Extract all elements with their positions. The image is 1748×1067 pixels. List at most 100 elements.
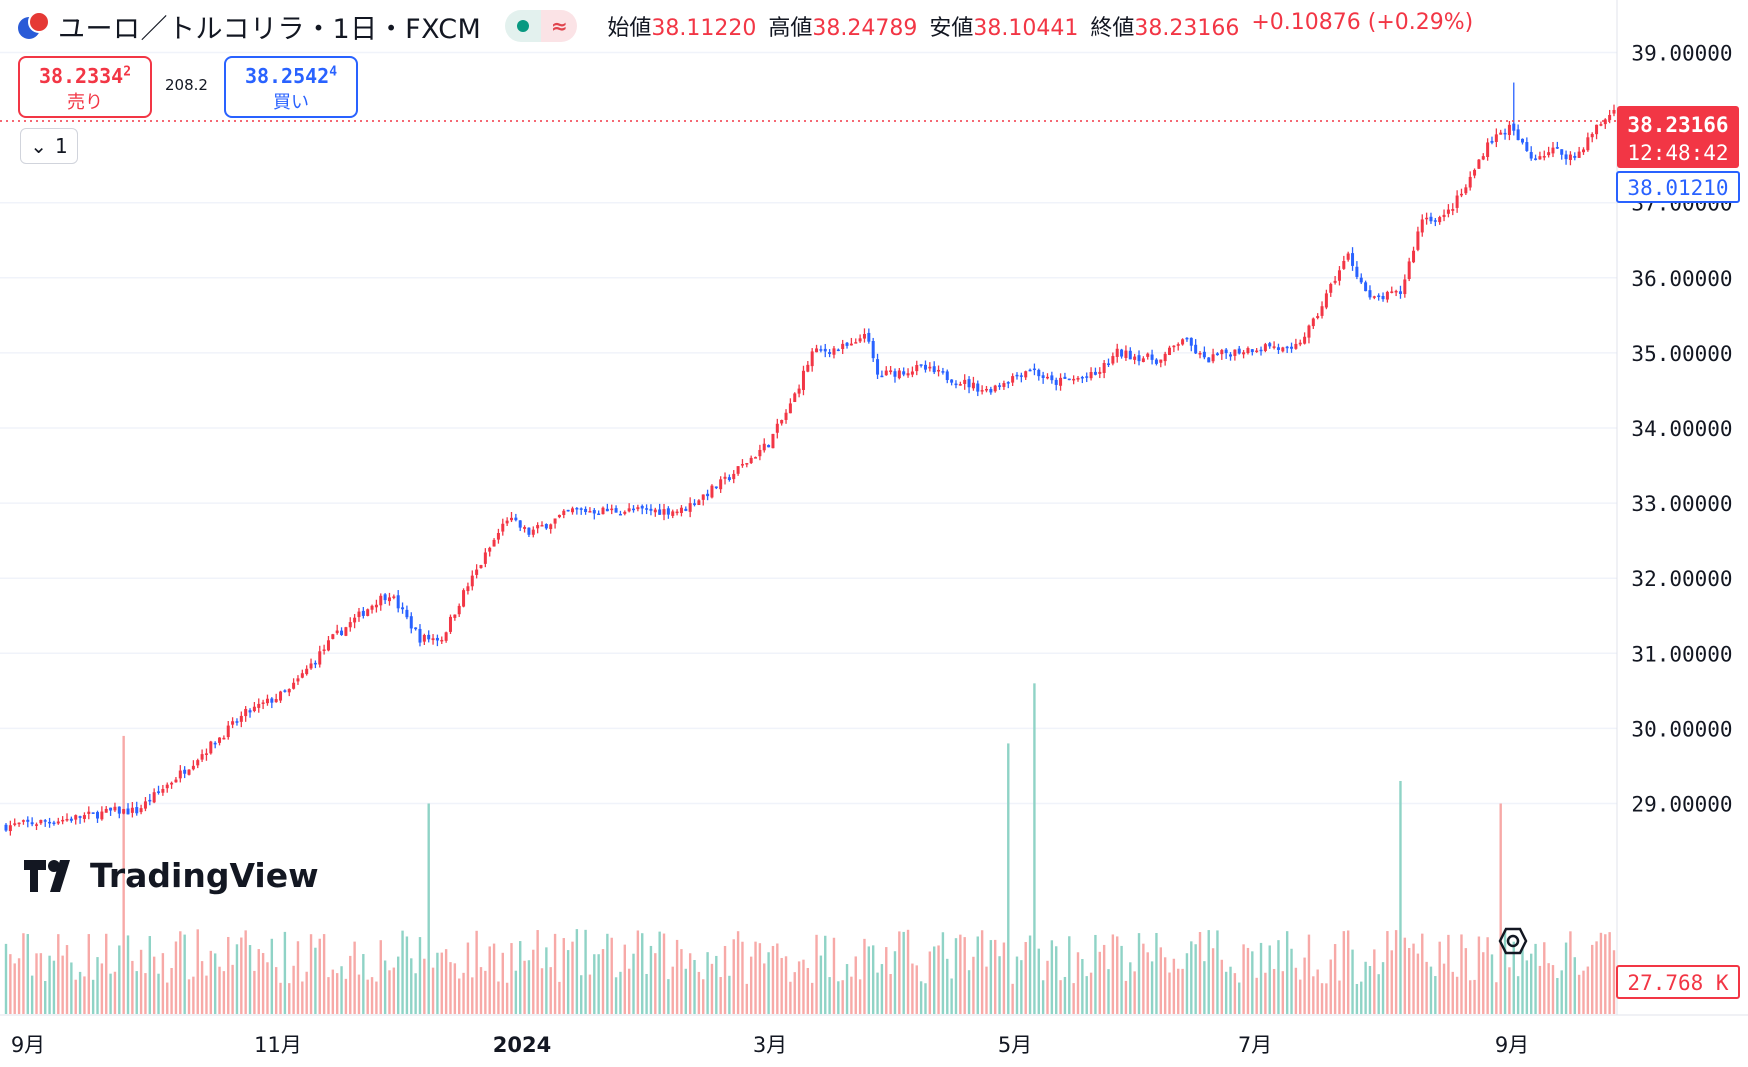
volume-bar xyxy=(662,933,666,1014)
candle-body xyxy=(488,547,492,552)
candle-body xyxy=(1002,383,1006,387)
volume-bar xyxy=(131,960,134,1014)
volume-bar xyxy=(1438,941,1441,1014)
candle-body xyxy=(43,820,47,822)
candle-body xyxy=(13,823,17,825)
candle-body xyxy=(984,388,988,391)
candle-body xyxy=(1307,325,1311,338)
volume-bar xyxy=(780,957,783,1014)
volume-bar xyxy=(1338,980,1341,1014)
volume-bar xyxy=(431,967,435,1014)
candle-body xyxy=(69,818,73,821)
candle-body xyxy=(509,517,513,521)
candle-body xyxy=(401,607,405,610)
candle-body xyxy=(976,383,980,392)
volume-bar xyxy=(1608,932,1611,1014)
volume-bar xyxy=(183,934,186,1014)
candle-body xyxy=(1337,270,1341,281)
candle-body xyxy=(1499,132,1503,135)
volume-bar xyxy=(1142,943,1145,1014)
candle-body xyxy=(923,364,927,370)
volume-bar xyxy=(1591,944,1594,1014)
candle-body xyxy=(1311,318,1315,327)
price-axis[interactable]: 39.0000037.0000036.0000035.0000034.00000… xyxy=(0,0,1748,1016)
approx-icon[interactable]: ≈ xyxy=(541,10,578,42)
volume-bar xyxy=(911,963,914,1014)
volume-bar xyxy=(410,958,413,1014)
volume-bar xyxy=(763,963,766,1014)
candle-body xyxy=(871,340,875,359)
candle-body xyxy=(1263,344,1267,351)
volume-bar xyxy=(1264,972,1267,1014)
candle-body xyxy=(815,348,819,353)
volume-bar xyxy=(845,964,849,1014)
candle-body xyxy=(575,507,579,510)
volume-bar xyxy=(1050,940,1054,1014)
volume-bar xyxy=(401,930,404,1014)
candle-body xyxy=(1477,159,1481,169)
time-axis[interactable]: 9月 11月 2024 3月 5月 7月 9月 xyxy=(11,1033,1529,1057)
candle-body xyxy=(309,663,313,669)
volume-bar xyxy=(985,966,988,1014)
volume-bar xyxy=(963,937,966,1014)
candle-body xyxy=(178,770,182,779)
volume-bar xyxy=(1285,931,1289,1014)
candle-body xyxy=(867,332,871,342)
volume-bar xyxy=(418,937,422,1014)
sell-button[interactable]: 38.23342 売り xyxy=(18,56,152,118)
candle-body xyxy=(919,364,923,366)
candle-body xyxy=(444,632,448,641)
volume-bar xyxy=(1168,972,1171,1014)
volume-bar xyxy=(1216,930,1219,1014)
candle-body xyxy=(252,706,256,712)
candle-body xyxy=(958,384,962,386)
candle-body xyxy=(26,819,30,822)
candle-body xyxy=(675,511,679,514)
symbol-title[interactable]: ユーロ／トルコリラ・1日・FXCM xyxy=(58,13,482,45)
volume-bar xyxy=(885,947,888,1014)
volume-bar xyxy=(1351,949,1354,1014)
volume-badge: 27.768 K xyxy=(1616,965,1740,999)
candle-body xyxy=(435,637,439,641)
candle-body xyxy=(1215,353,1219,356)
volume-bar xyxy=(880,964,884,1014)
candle-body xyxy=(688,503,692,512)
y-tick-label: 32.00000 xyxy=(1631,567,1732,591)
volume-bar xyxy=(471,977,474,1014)
volume-bar xyxy=(327,977,330,1014)
volume-bar xyxy=(209,950,213,1014)
volume-bar xyxy=(815,934,818,1014)
volume-bar xyxy=(654,953,657,1014)
candle-body xyxy=(87,811,91,814)
volume-bar xyxy=(1111,934,1115,1014)
status-pill[interactable]: ≈ xyxy=(505,10,578,42)
market-open-dot-icon[interactable] xyxy=(505,10,542,42)
candle-body xyxy=(828,352,832,354)
candle-body xyxy=(313,662,317,665)
volume-bar xyxy=(257,949,260,1014)
volume-bar xyxy=(1220,959,1224,1014)
volume-bar xyxy=(274,967,278,1014)
collapse-indicators-button[interactable]: ⌄ 1 xyxy=(20,128,78,164)
volume-bar xyxy=(736,931,740,1014)
candle-body xyxy=(557,514,561,518)
volume-bar xyxy=(1028,935,1032,1014)
volume-bar xyxy=(22,933,25,1014)
candle-body xyxy=(152,792,156,803)
candle-body xyxy=(239,715,243,722)
volume-bar xyxy=(723,945,727,1014)
volume-bar xyxy=(318,938,321,1014)
candle-body xyxy=(719,479,723,490)
candle-body xyxy=(109,807,113,811)
volume-bar xyxy=(1146,952,1149,1014)
volume-bar xyxy=(636,930,640,1014)
volume-bar xyxy=(366,979,369,1014)
volume-bar xyxy=(314,947,317,1014)
volume-bar xyxy=(784,956,788,1014)
volume-bar xyxy=(1320,983,1324,1014)
tradingview-logo[interactable]: TradingView xyxy=(24,856,319,895)
buy-button[interactable]: 38.25424 買い xyxy=(224,56,358,118)
candle-body xyxy=(100,811,104,820)
settings-gear-icon[interactable] xyxy=(1498,926,1528,956)
